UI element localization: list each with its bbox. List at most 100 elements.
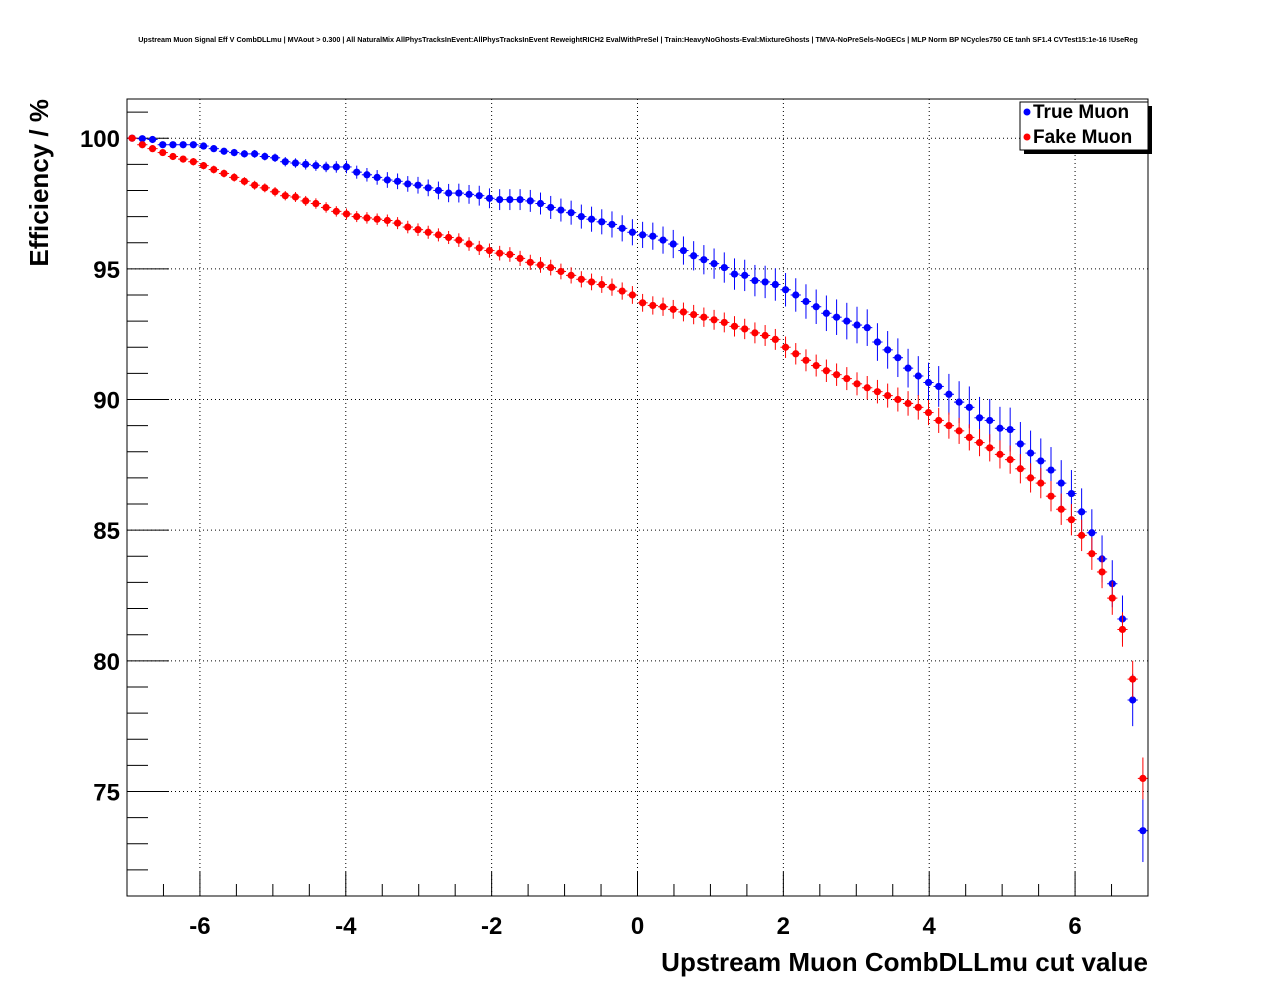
data-point: [312, 199, 320, 208]
data-point: [404, 223, 412, 231]
legend-marker-true-muon: [1023, 108, 1031, 116]
data-point: [445, 233, 453, 242]
data-point: [965, 433, 973, 441]
data-point: [832, 313, 841, 321]
plot-frame: [126, 98, 1149, 897]
data-point: [690, 310, 698, 319]
data-point: [159, 148, 167, 157]
data-point: [169, 152, 177, 161]
data-point: [210, 145, 218, 153]
y-tick-label: 95: [93, 257, 120, 284]
data-point: [179, 141, 187, 149]
data-point: [1057, 479, 1065, 487]
data-point: [516, 196, 524, 204]
legend-label-true-muon: True Muon: [1033, 102, 1129, 123]
data-point: [434, 186, 443, 195]
data-point: [373, 215, 381, 223]
data-point: [608, 283, 616, 291]
data-point: [424, 184, 432, 192]
data-point: [475, 244, 483, 252]
data-point: [679, 246, 688, 255]
data-point: [475, 192, 483, 200]
x-tick-label: 0: [631, 913, 644, 940]
data-point: [935, 382, 943, 391]
legend-box: [1019, 101, 1149, 151]
data-point: [506, 196, 514, 204]
axis-ticks: [126, 111, 1149, 896]
data-point: [1006, 456, 1014, 464]
data-point: [587, 278, 596, 286]
data-point: [730, 322, 739, 330]
data-point: [189, 141, 197, 149]
data-point: [1129, 675, 1137, 683]
data-point: [281, 158, 289, 166]
data-point: [751, 277, 759, 285]
data-point: [975, 439, 984, 447]
data-point: [1037, 457, 1045, 465]
data-point: [577, 275, 585, 283]
data-point: [618, 224, 626, 232]
data-point: [291, 159, 300, 167]
data-point: [628, 228, 636, 236]
data-point: [281, 192, 289, 200]
data-point: [608, 220, 616, 229]
data-point: [1006, 425, 1014, 434]
data-point: [291, 193, 300, 201]
data-point: [975, 414, 984, 422]
legend-marker-fake-muon: [1023, 133, 1031, 141]
data-point: [179, 155, 187, 163]
data-point: [547, 263, 555, 272]
data-point: [353, 212, 361, 221]
x-tick-label: 2: [777, 913, 790, 940]
data-point: [955, 427, 963, 435]
data-point: [138, 135, 146, 143]
data-point: [720, 263, 728, 272]
data-point: [261, 152, 269, 161]
data-point: [128, 134, 136, 142]
data-point: [628, 291, 636, 299]
data-point: [659, 303, 667, 311]
data-point: [1067, 516, 1076, 524]
data-point: [802, 356, 810, 364]
data-point: [955, 398, 963, 406]
data-point: [445, 189, 453, 197]
data-point: [485, 194, 494, 202]
data-point: [884, 391, 892, 400]
data-point: [730, 270, 739, 278]
data-point: [924, 408, 933, 417]
data-point: [363, 214, 371, 222]
data-point: [577, 212, 585, 221]
data-point: [557, 206, 565, 214]
data-point: [986, 444, 994, 452]
data-point: [1108, 594, 1116, 602]
data-point: [455, 189, 463, 197]
data-point: [792, 350, 800, 358]
data-point: [1047, 492, 1055, 500]
data-point: [598, 280, 606, 289]
data-point: [496, 196, 504, 204]
legend: True Muon Fake Muon: [1019, 101, 1152, 154]
data-point: [1098, 568, 1106, 576]
data-point: [465, 240, 473, 248]
data-point: [363, 171, 371, 179]
data-point: [996, 450, 1004, 458]
data-point: [312, 162, 320, 170]
data-point: [761, 331, 769, 340]
data-point: [914, 372, 922, 380]
data-point: [884, 346, 892, 354]
y-tick-label: 85: [93, 518, 120, 545]
data-point: [669, 240, 677, 248]
data-point: [302, 197, 310, 205]
data-points: [127, 134, 1148, 863]
data-point: [1139, 827, 1147, 835]
data-point: [1016, 465, 1024, 473]
y-tick-label: 100: [80, 126, 120, 153]
data-point: [710, 316, 718, 324]
data-point: [894, 354, 902, 362]
data-point: [302, 160, 310, 168]
series-true-muon: [127, 134, 1148, 863]
data-point: [1078, 508, 1086, 516]
data-point: [904, 399, 912, 408]
data-point: [587, 215, 596, 223]
